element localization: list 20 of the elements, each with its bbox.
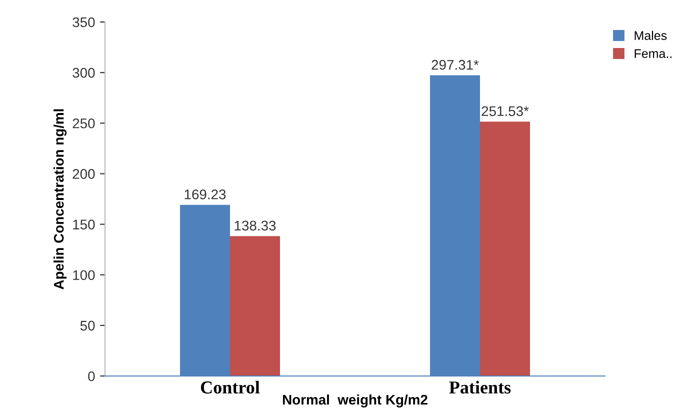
y-axis-title: Apelin Concentration ng/ml [54, 109, 67, 290]
y-tick-label: 300 [72, 68, 95, 78]
data-label: 251.53* [482, 106, 529, 116]
x-tick-label: Control [200, 380, 260, 394]
legend-label: Males [634, 30, 667, 40]
bar [480, 122, 530, 376]
y-tick-label: 0 [88, 371, 95, 382]
y-tick-label: 100 [73, 270, 95, 280]
y-tick-label: 50 [80, 320, 95, 331]
x-tick-label: Patients [449, 380, 511, 394]
data-label: 169.23 [184, 189, 226, 200]
bar [230, 236, 280, 376]
data-label: 138.33 [234, 220, 276, 231]
legend-label: Fema.. [634, 49, 672, 58]
y-tick-label: 200 [72, 169, 95, 179]
data-label: 297.31* [432, 60, 479, 70]
x-axis-title: Normal weight Kg/m2 [283, 394, 428, 408]
y-tick-label: 250 [72, 118, 95, 128]
y-tick-label: 350 [72, 17, 95, 28]
y-tick-label: 150 [73, 220, 95, 230]
